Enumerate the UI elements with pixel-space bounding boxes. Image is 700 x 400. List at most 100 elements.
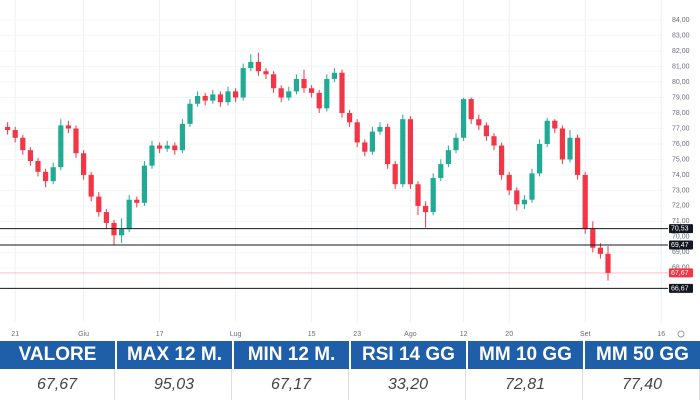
level-label-box (669, 283, 693, 293)
candle-body (559, 128, 565, 160)
candle-body (499, 145, 505, 175)
candle-body (575, 137, 581, 175)
candle-body (126, 199, 132, 230)
candle-body (5, 126, 11, 131)
candle-body (331, 72, 337, 79)
candle-body (278, 88, 284, 98)
x-tick-label: 21 (11, 331, 19, 338)
candle-body (552, 120, 558, 129)
candle-body (81, 153, 87, 175)
candle-body (65, 125, 71, 129)
table-header: RSI 14 GG (351, 341, 466, 369)
y-tick-label: 68,00 (672, 265, 690, 272)
candle-body (567, 137, 573, 160)
candle-body (430, 178, 436, 213)
candle-body (255, 61, 261, 72)
candle-body (339, 72, 345, 114)
table-header: VALORE (0, 341, 115, 369)
table-value: 72,81 (468, 369, 583, 400)
x-tick-label: 12 (460, 331, 468, 338)
candle-body (43, 171, 49, 182)
x-tick-label: 20 (505, 331, 513, 338)
candle-body (377, 126, 383, 132)
candle-body (27, 150, 33, 161)
candle-body (453, 137, 459, 151)
candle-body (293, 78, 299, 92)
candle-body (119, 229, 125, 236)
candle-body (400, 119, 406, 185)
candle-body (157, 145, 163, 149)
y-tick-label: 83,00 (672, 32, 690, 39)
level-label: 67,67 (671, 270, 689, 277)
y-tick-label: 79,00 (672, 94, 690, 101)
candle-body (438, 164, 444, 179)
candle-body (362, 142, 368, 152)
y-tick-label: 75,00 (672, 156, 690, 163)
candle-body (309, 88, 315, 93)
candle-body (134, 199, 140, 203)
x-tick-label: Giu (78, 331, 89, 338)
candle-body (369, 131, 375, 152)
y-tick-label: 72,00 (672, 203, 690, 210)
x-tick-label: Set (580, 331, 591, 338)
candle-body (415, 184, 421, 206)
candle-body (491, 136, 497, 146)
y-tick-label: 69,00 (672, 249, 690, 256)
level-label-box (669, 224, 693, 234)
candle-body (88, 174, 94, 197)
table-header: MM 10 GG (468, 341, 583, 369)
candle-body (468, 99, 474, 120)
candle-body (240, 68, 246, 98)
candle-body (263, 71, 269, 75)
candle-body (248, 61, 254, 69)
candle-body (233, 91, 239, 98)
candle-body (529, 173, 535, 200)
candle-body (149, 145, 155, 166)
settings-icon[interactable] (677, 330, 685, 338)
x-tick-label: 17 (156, 331, 164, 338)
table-value: 67,67 (0, 369, 115, 400)
y-tick-label: 76,00 (672, 141, 690, 148)
y-tick-label: 77,00 (672, 125, 690, 132)
candle-body (506, 174, 512, 191)
y-tick-label: 82,00 (672, 48, 690, 55)
candle-body (324, 78, 330, 109)
chart: 21 Giu 17 Lug 15 23 Ago 12 20 Set 16 68,00 69,00 70,0… (0, 0, 693, 338)
level-label: 69,47 (671, 242, 689, 249)
level-label: 66,67 (671, 285, 689, 292)
table-value: 77,40 (585, 369, 700, 400)
candle-body (597, 247, 603, 254)
table-header: MM 50 GG (585, 341, 700, 369)
y-tick-label: 73,00 (672, 187, 690, 194)
table-value: 95,03 (117, 369, 232, 400)
candle-body (354, 122, 360, 143)
candle-body (445, 150, 451, 165)
table-value: 67,17 (234, 369, 349, 400)
candle-body (225, 91, 231, 103)
level-label-box (669, 240, 693, 250)
candle-body (544, 120, 550, 144)
candle-body (385, 126, 391, 165)
candle-body (58, 125, 64, 168)
y-tick-label: 80,00 (672, 79, 690, 86)
y-tick-label: 84,00 (672, 17, 690, 24)
candle-body (164, 145, 170, 149)
candle-body (35, 161, 41, 172)
candle-body (407, 119, 413, 185)
candle-body (141, 165, 147, 203)
candle-body (590, 229, 596, 248)
candle-body (423, 205, 429, 213)
candle-body (50, 167, 56, 182)
candle-body (286, 91, 292, 98)
candle-body (392, 164, 398, 185)
candle-body (347, 113, 353, 123)
candle-body (521, 199, 527, 205)
y-tick-label: 71,00 (672, 218, 690, 225)
level-label: 70,53 (671, 225, 689, 232)
candle-body (271, 74, 277, 89)
candle-body (73, 128, 79, 154)
candle-body (195, 95, 201, 104)
table-value: 33,20 (351, 369, 466, 400)
candle-body (217, 94, 223, 103)
